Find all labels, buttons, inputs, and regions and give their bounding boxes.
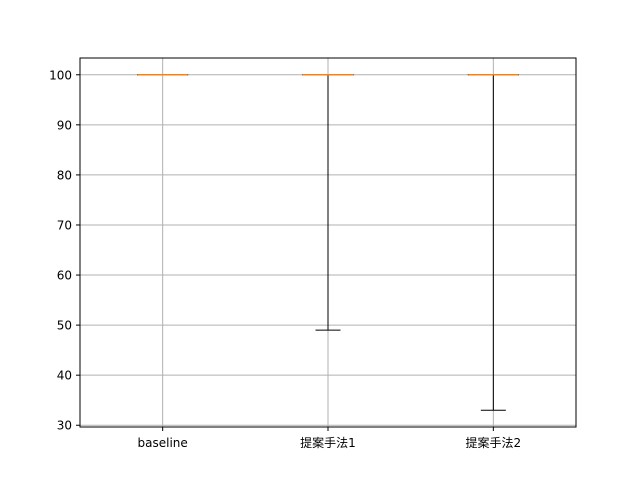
y-tick-label: 60 bbox=[57, 269, 72, 283]
x-tick-label: 提案手法2 bbox=[466, 435, 522, 450]
x-tick-label: baseline bbox=[138, 436, 188, 450]
y-tick-label: 50 bbox=[57, 319, 72, 333]
y-tick-label: 70 bbox=[57, 218, 72, 232]
y-tick-label: 40 bbox=[57, 369, 72, 383]
y-tick-label: 30 bbox=[57, 419, 72, 433]
y-tick-label: 90 bbox=[57, 118, 72, 132]
box-series bbox=[137, 74, 519, 411]
x-tick-label: 提案手法1 bbox=[300, 435, 356, 450]
y-tick-label: 100 bbox=[49, 68, 72, 82]
y-axis: 30 40 50 60 70 80 90 100 bbox=[49, 68, 80, 433]
y-tick-label: 80 bbox=[57, 168, 72, 182]
box-2 bbox=[302, 74, 354, 331]
box-3 bbox=[467, 74, 519, 411]
x-axis: baseline 提案手法1 提案手法2 bbox=[138, 427, 522, 450]
